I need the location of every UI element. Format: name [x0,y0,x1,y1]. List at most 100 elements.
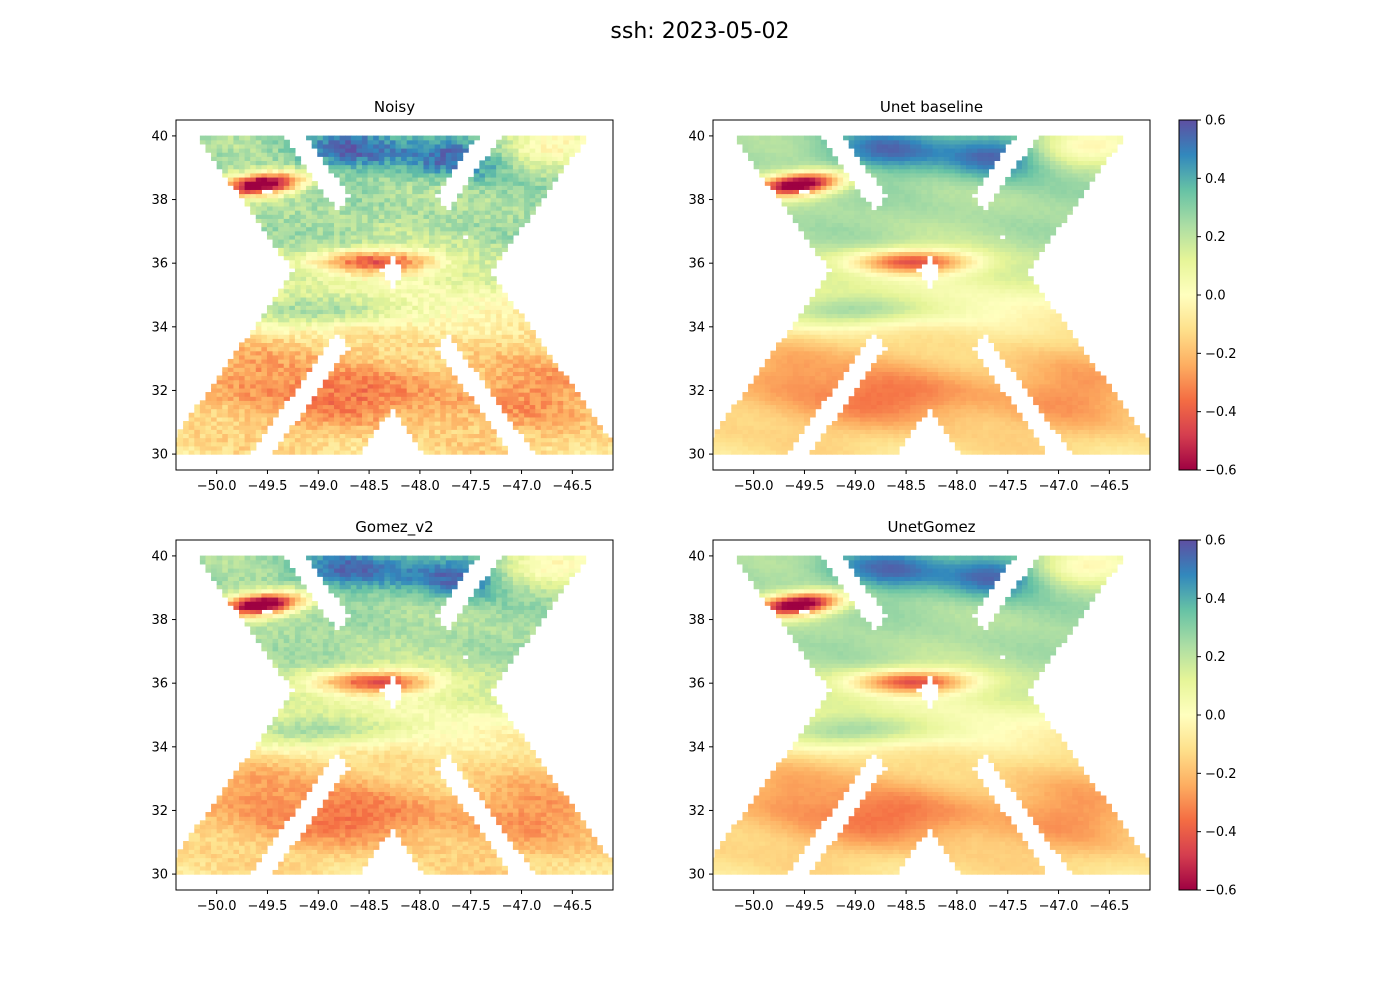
heatmap-cell [1049,408,1057,414]
heatmap-cell [417,226,425,232]
heatmap-cell [395,354,402,360]
heatmap-cell [518,135,525,141]
heatmap-cell [1038,408,1045,414]
heatmap-cell [429,247,436,253]
heatmap-cell [278,172,285,178]
heatmap-cell [334,263,341,269]
heatmap-cell [949,404,956,410]
heatmap-cell [837,449,844,455]
heatmap-cell [434,181,441,186]
heatmap-cell [759,416,766,422]
heatmap-cell [484,272,492,277]
heatmap-cell [395,400,402,406]
heatmap-cell [479,251,486,257]
heatmap-cell [423,383,430,389]
heatmap-cell [501,346,508,352]
heatmap-cell [468,139,475,145]
heatmap-cell [322,259,330,265]
heatmap-cell [988,396,995,401]
heatmap-cell [389,247,397,253]
heatmap-cell [468,210,475,215]
heatmap-cell [803,387,811,393]
heatmap-cell [770,408,777,414]
heatmap-cell [406,354,413,360]
heatmap-cell [300,201,307,207]
heatmap-cell [457,239,464,244]
heatmap-cell [412,197,419,203]
heatmap-cell [389,226,397,232]
heatmap-cell [434,421,441,426]
heatmap-cell [339,292,346,298]
heatmap-cell [412,139,419,145]
heatmap-cell [255,152,262,157]
heatmap-cell [473,218,480,224]
heatmap-cell [490,164,497,170]
heatmap-cell [188,416,195,422]
heatmap-cell [490,358,497,364]
heatmap-cell [350,276,357,281]
heatmap-cell [926,396,934,401]
heatmap-cell [445,392,453,397]
heatmap-cell [373,255,380,261]
heatmap-cell [334,441,341,447]
heatmap-cell [1044,404,1051,410]
heatmap-cell [496,176,503,182]
heatmap-cell [971,412,978,418]
heatmap-cell [311,201,318,207]
heatmap-cell [278,251,285,257]
heatmap-cell [898,421,906,426]
heatmap-cell [440,437,447,443]
heatmap-cell [977,433,984,439]
heatmap-cell [440,363,447,368]
heatmap-cell [882,383,889,389]
heatmap-cell [524,189,531,195]
heatmap-cell [317,317,324,323]
heatmap-cell [350,280,357,286]
heatmap-cell [496,383,503,389]
heatmap-cell [311,193,318,199]
heatmap-cell [361,292,369,298]
heatmap-cell [345,181,352,186]
heatmap-cell [222,449,229,455]
heatmap-cell [546,437,553,443]
heatmap-cell [484,214,492,219]
heatmap-cell [512,416,520,422]
heatmap-cell [395,164,402,170]
heatmap-cell [490,330,497,335]
heatmap-cell [328,396,335,401]
heatmap-cell [429,358,436,364]
heatmap-cell [748,387,755,393]
heatmap-cell [373,288,380,294]
heatmap-cell [384,251,391,257]
heatmap-cell [614,450,620,455]
heatmap-cell [988,404,995,410]
heatmap-cell [552,416,559,422]
heatmap-cell [395,176,402,182]
heatmap-cell [484,239,492,244]
heatmap-cell [1072,383,1079,389]
heatmap-cell [317,437,324,443]
heatmap-cell [300,338,307,344]
heatmap-cell [831,425,839,430]
heatmap-cell [239,176,246,182]
heatmap-cell [278,354,285,360]
heatmap-cell [479,301,486,306]
heatmap-cell [529,371,536,377]
heatmap-cell [535,139,542,145]
heatmap-cell [1133,441,1140,447]
heatmap-cell [518,210,525,215]
heatmap-cell [591,433,598,439]
heatmap-cell [1089,387,1096,393]
heatmap-cell [473,172,480,178]
heatmap-cell [311,433,318,439]
heatmap-cell [871,437,878,443]
heatmap-cell [378,189,385,195]
heatmap-cell [322,292,330,298]
heatmap-cell [999,437,1006,443]
heatmap-cell [389,317,397,323]
heatmap-cell [445,433,453,439]
heatmap-cell [966,387,973,393]
heatmap-cell [222,367,229,372]
heatmap-cell [898,408,906,414]
heatmap-cell [350,156,357,162]
